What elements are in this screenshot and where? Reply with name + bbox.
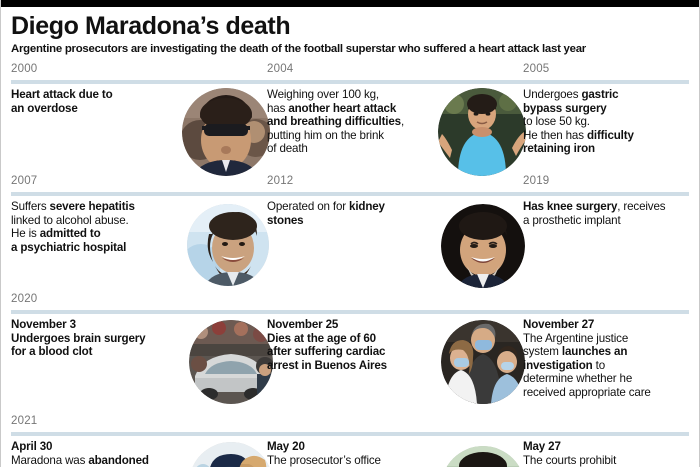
year-row: 2020 bbox=[11, 292, 689, 310]
band-columns: April 30 Maradona was abandoned bbox=[11, 440, 689, 467]
entry-november-25: November 25 Dies at the age of 60 after s… bbox=[267, 318, 457, 372]
entry-2012: Operated on for kidney stones bbox=[267, 200, 452, 227]
entry-text: May 27 The courts prohibit bbox=[523, 440, 699, 467]
top-black-bar bbox=[1, 0, 699, 7]
entry-may-27: May 27 The courts prohibit bbox=[523, 440, 699, 467]
photo-family-masks bbox=[441, 320, 525, 405]
entry-text: November 27 The Argentine justice system … bbox=[523, 318, 699, 400]
entry-text: Has knee surgery, receives a prosthetic i… bbox=[523, 200, 666, 227]
entry-date: November 25 bbox=[267, 318, 339, 332]
photo-art bbox=[441, 204, 525, 289]
photo-art bbox=[189, 442, 273, 467]
entry-text: April 30 Maradona was abandoned bbox=[11, 440, 189, 467]
year-label-2000: 2000 bbox=[11, 63, 38, 76]
entry-april-30: April 30 Maradona was abandoned bbox=[11, 440, 189, 467]
photo-art bbox=[187, 204, 269, 287]
entry-date: May 20 bbox=[267, 440, 305, 454]
entry-date: November 3 bbox=[11, 318, 76, 332]
entry-may-20: May 20 The prosecutor’s office bbox=[267, 440, 457, 467]
entry-body: Undergoes brain surgery for a blood clot bbox=[11, 331, 146, 359]
page-title: Diego Maradona’s death bbox=[11, 12, 291, 40]
photo-art bbox=[441, 446, 525, 467]
year-row: 2007 2012 2019 bbox=[11, 174, 689, 192]
year-row: 2021 bbox=[11, 414, 689, 432]
entry-2000: Heart attack due to an overdose bbox=[11, 88, 181, 115]
photo-car-crowd-scene bbox=[189, 320, 273, 405]
photo-art bbox=[182, 88, 270, 177]
year-label-2012: 2012 bbox=[267, 175, 294, 188]
photo-person-navy-cap bbox=[189, 442, 273, 467]
page-subtitle: Argentine prosecutors are investigating … bbox=[11, 43, 586, 56]
photo-art bbox=[441, 320, 525, 405]
entry-text: Heart attack due to an overdose bbox=[11, 88, 113, 115]
photo-maradona-sunglasses-crowd bbox=[182, 88, 270, 177]
entry-text: Undergoes gastric bypass surgery to lose 5… bbox=[523, 88, 634, 156]
entry-2007: Suffers severe hepatitis linked to alcoho… bbox=[11, 200, 186, 254]
year-row: 2000 2004 2005 bbox=[11, 62, 689, 80]
band-columns: November 3 Undergoes brain surgery for a … bbox=[11, 318, 689, 414]
photo-art bbox=[189, 320, 273, 405]
timeline-band-2020: 2020 November 3 Undergoes brain surgery f… bbox=[1, 292, 699, 414]
year-label-2020: 2020 bbox=[11, 293, 38, 306]
timeline-band-2000: 2000 2004 2005 Heart attack due to an ove… bbox=[1, 62, 699, 177]
photo-art bbox=[438, 88, 526, 177]
entry-2005: Undergoes gastric bypass surgery to lose 5… bbox=[523, 88, 699, 156]
photo-maradona-blue-shirt bbox=[438, 88, 526, 177]
timeline-band-2021: 2021 April 30 Maradona was abandoned bbox=[1, 414, 699, 467]
entry-2004: Weighing over 100 kg, has another heart a… bbox=[267, 88, 467, 156]
entry-body: Dies at the age of 60 after suffering car… bbox=[267, 331, 387, 372]
entry-text: Weighing over 100 kg, has another heart a… bbox=[267, 88, 405, 156]
entry-body: The prosecutor’s office bbox=[267, 453, 381, 467]
year-label-2005: 2005 bbox=[523, 63, 550, 76]
timeline-band-2007: 2007 2012 2019 Suffers severe hepatitis l… bbox=[1, 174, 699, 292]
band-columns: Heart attack due to an overdose bbox=[11, 88, 689, 177]
year-label-2019: 2019 bbox=[523, 175, 550, 188]
entry-date: May 27 bbox=[523, 440, 561, 454]
band-rule bbox=[11, 80, 689, 85]
band-rule bbox=[11, 192, 689, 197]
header: Diego Maradona’s death Argentine prosecu… bbox=[1, 7, 699, 56]
year-label-2007: 2007 bbox=[11, 175, 38, 188]
band-rule bbox=[11, 432, 689, 437]
entry-date: November 27 bbox=[523, 318, 595, 332]
entry-november-27: November 27 The Argentine justice system … bbox=[523, 318, 699, 400]
year-label-2004: 2004 bbox=[267, 63, 294, 76]
entry-text: May 20 The prosecutor’s office bbox=[267, 440, 457, 467]
entry-date: April 30 bbox=[11, 440, 53, 454]
band-columns: Suffers severe hepatitis linked to alcoho… bbox=[11, 200, 689, 292]
band-rule bbox=[11, 310, 689, 315]
entry-body: The Argentine justice system launches an i… bbox=[523, 331, 651, 399]
entry-text: November 25 Dies at the age of 60 after s… bbox=[267, 318, 457, 372]
year-label-2021: 2021 bbox=[11, 415, 38, 428]
entry-2019: Has knee surgery, receives a prosthetic i… bbox=[523, 200, 699, 227]
entry-november-3: November 3 Undergoes brain surgery for a … bbox=[11, 318, 189, 359]
entry-text: Operated on for kidney stones bbox=[267, 200, 385, 227]
entry-text: November 3 Undergoes brain surgery for a … bbox=[11, 318, 189, 359]
photo-person-green-bg bbox=[441, 446, 525, 467]
entry-body: The courts prohibit bbox=[523, 453, 617, 467]
photo-maradona-laughing-dark-bg bbox=[441, 204, 525, 289]
entry-body: Maradona was abandoned bbox=[11, 453, 149, 467]
entry-text: Suffers severe hepatitis linked to alcoho… bbox=[11, 200, 135, 254]
photo-maradona-smiling-blue-bg bbox=[187, 204, 269, 287]
